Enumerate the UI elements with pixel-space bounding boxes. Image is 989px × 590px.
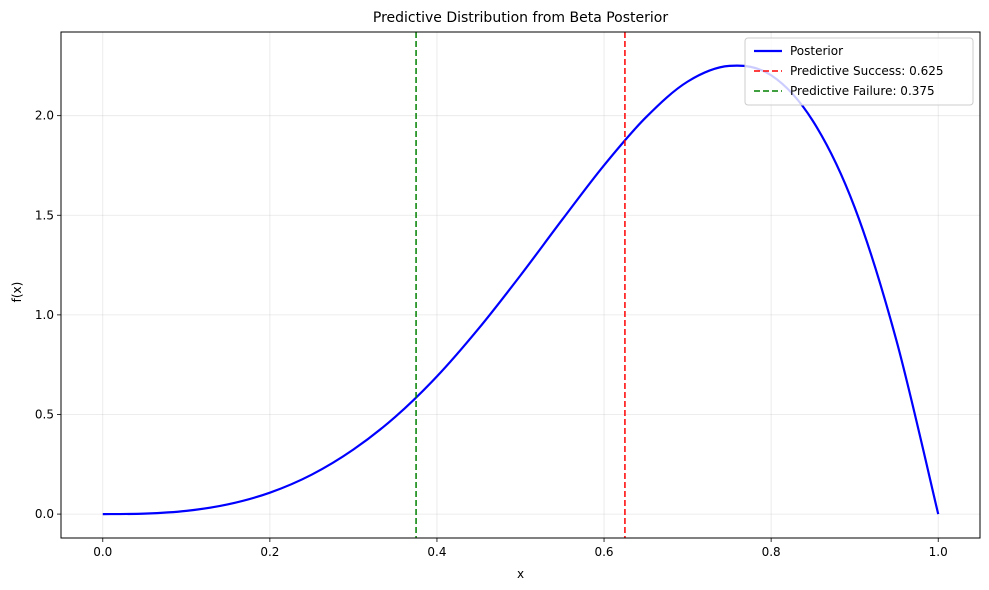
- plot-frame: [60, 31, 981, 539]
- x-tick-label: 0.4: [427, 545, 446, 559]
- grid: [61, 32, 980, 538]
- x-tick-label: 0.8: [762, 545, 781, 559]
- x-tick-label: 1.0: [929, 545, 948, 559]
- chart-title: Predictive Distribution from Beta Poster…: [373, 10, 668, 26]
- x-axis: 0.0 0.2 0.4 0.6 0.8 1.0: [93, 538, 948, 559]
- legend: Posterior Predictive Success: 0.625 Predic…: [744, 37, 974, 106]
- y-tick-label: 2.0: [35, 109, 54, 123]
- y-tick-label: 1.0: [35, 308, 54, 322]
- legend-box: [744, 37, 974, 106]
- y-tick-label: 1.5: [35, 208, 54, 222]
- legend-label: Predictive Failure: 0.375: [790, 84, 935, 98]
- plot-area: [102, 32, 940, 538]
- legend-label: Posterior: [790, 44, 843, 58]
- x-tick-label: 0.6: [594, 545, 613, 559]
- y-axis-label: f(x): [10, 282, 24, 303]
- series-0-line: [102, 64, 940, 516]
- x-tick-label: 0.0: [93, 545, 112, 559]
- y-tick-label: 0.0: [35, 507, 54, 521]
- x-tick-label: 0.2: [260, 545, 279, 559]
- legend-label: Predictive Success: 0.625: [790, 64, 943, 78]
- x-axis-label: x: [517, 567, 524, 581]
- y-axis: 0.0 0.5 1.0 1.5 2.0: [35, 109, 61, 521]
- y-tick-label: 0.5: [35, 407, 54, 421]
